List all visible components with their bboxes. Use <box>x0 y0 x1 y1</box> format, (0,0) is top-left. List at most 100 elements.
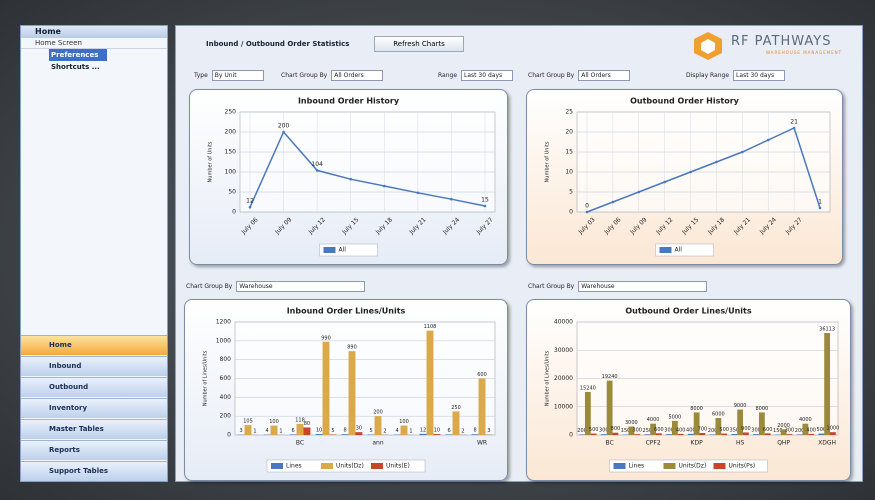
filter-label: Chart Group By <box>528 72 575 79</box>
value-label: 200 <box>795 428 805 434</box>
value-label: 1 <box>818 199 822 206</box>
chart: Outbound Order History Number of Units 0 5 1… <box>545 97 831 257</box>
filter: Range Last 30 days <box>438 70 514 81</box>
y-axis-label: Number of Lines/Units <box>545 350 551 406</box>
value-label: 8 <box>343 428 346 434</box>
filter-select[interactable]: Last 30 days <box>461 70 514 81</box>
legend-label: Lines <box>629 463 645 470</box>
value-label: 150 <box>773 428 783 434</box>
value-label: 1000 <box>827 426 840 432</box>
sidebar-subheader: Home Screen <box>21 38 167 49</box>
filter-select[interactable]: Warehouse <box>236 281 366 292</box>
x-tick-label: QHP <box>777 440 790 447</box>
chart-panel: Outbound Order Lines/Units Number of Line… <box>526 299 851 481</box>
nav: Home Inbound Outbound Inventory Master T… <box>21 334 167 481</box>
value-label: 500 <box>589 427 599 433</box>
filter-select[interactable]: All Orders <box>578 70 631 81</box>
filter: Chart Group By Warehouse <box>186 281 366 292</box>
y-tick-label: 30000 <box>554 347 573 354</box>
tree-item[interactable]: Shortcuts ... <box>51 63 100 71</box>
value-label: 6 <box>447 428 450 434</box>
plot-area <box>239 111 496 213</box>
y-tick-label: 15 <box>565 149 573 156</box>
x-tick-label: July 15 <box>680 216 700 236</box>
point <box>416 191 420 195</box>
value-label: 4000 <box>799 417 812 423</box>
point <box>637 190 641 194</box>
bar <box>348 351 356 435</box>
bar <box>715 418 722 435</box>
x-tick-label: July 21 <box>407 216 427 236</box>
y-tick-label: 20 <box>565 129 573 136</box>
chart-panel: Outbound Order History Number of Units 0 5 1… <box>526 89 843 265</box>
y-tick-label: 5 <box>569 189 573 196</box>
x-tick-label: July 06 <box>240 216 260 236</box>
point <box>611 200 615 204</box>
value-label: 30 <box>356 426 362 432</box>
y-tick-label: 250 <box>225 109 237 116</box>
nav-item[interactable]: Outbound <box>21 377 167 397</box>
bar <box>743 432 749 435</box>
logo: RF PATHWAYS <box>731 34 832 49</box>
bar <box>355 432 363 435</box>
nav-item[interactable]: Home <box>21 335 167 355</box>
x-tick-label: July 06 <box>603 216 623 236</box>
value-label: 9000 <box>734 403 747 409</box>
value-label: 15240 <box>580 385 596 391</box>
filter-select[interactable]: Warehouse <box>578 281 708 292</box>
y-axis-label: Number of Units <box>208 141 214 182</box>
nav-item[interactable]: Inventory <box>21 398 167 418</box>
nav-item[interactable]: Inbound <box>21 356 167 376</box>
bar <box>426 330 434 435</box>
x-tick-label: July 09 <box>273 216 293 236</box>
bar <box>808 433 815 435</box>
filter-select[interactable]: Last 30 days <box>733 70 786 81</box>
legend-label: Units(Ps) <box>729 463 756 470</box>
bar <box>709 434 716 435</box>
bar <box>796 434 803 435</box>
filter-select[interactable]: By Unit <box>211 70 264 81</box>
bar <box>419 433 427 435</box>
value-label: 5000 <box>669 414 682 420</box>
nav-item[interactable]: Master Tables <box>21 419 167 439</box>
x-tick-label: July 12 <box>654 216 674 236</box>
bar <box>433 434 441 435</box>
bar <box>644 434 651 435</box>
value-label: 700 <box>698 427 708 433</box>
point <box>766 138 770 142</box>
point <box>450 197 453 201</box>
refresh-button[interactable]: Refresh Charts <box>374 36 464 52</box>
point <box>315 169 319 172</box>
filter-label: Type <box>194 72 208 79</box>
bar <box>818 433 825 435</box>
bar <box>666 434 672 435</box>
x-tick-label: July 12 <box>307 216 327 236</box>
nav-item[interactable]: Support Tables <box>21 461 167 481</box>
bar <box>296 423 304 435</box>
value-label: 600 <box>654 427 664 433</box>
value-label: 105 <box>243 419 253 425</box>
x-tick-label: HS <box>736 440 745 447</box>
chart-panel: Inbound Order History Number of Units 0 50 1… <box>189 89 508 265</box>
nav-item[interactable]: Reports <box>21 440 167 460</box>
filter-select[interactable]: All Orders <box>331 70 384 81</box>
tree-item[interactable]: Preferences ... <box>49 49 107 67</box>
value-label: 8000 <box>690 406 703 412</box>
value-label: 2000 <box>777 423 790 429</box>
x-tick-label: July 09 <box>628 216 648 236</box>
value-label: 400 <box>806 427 816 433</box>
filter-label: Display Range <box>686 72 730 79</box>
bar <box>737 409 744 435</box>
point <box>382 184 386 188</box>
value-label: 10 <box>316 428 322 434</box>
value-label: 3000 <box>625 420 638 426</box>
value-label: 2 <box>383 428 386 434</box>
value-label: 350 <box>730 428 740 434</box>
legend-label: Units(Dz) <box>679 463 707 470</box>
value-label: 12 <box>246 198 254 205</box>
main-panel: Inbound / Outbound Order Statistics Refr… <box>175 25 863 482</box>
bar <box>590 433 597 435</box>
y-tick-label: 20000 <box>554 375 573 382</box>
value-label: 600 <box>763 427 773 433</box>
